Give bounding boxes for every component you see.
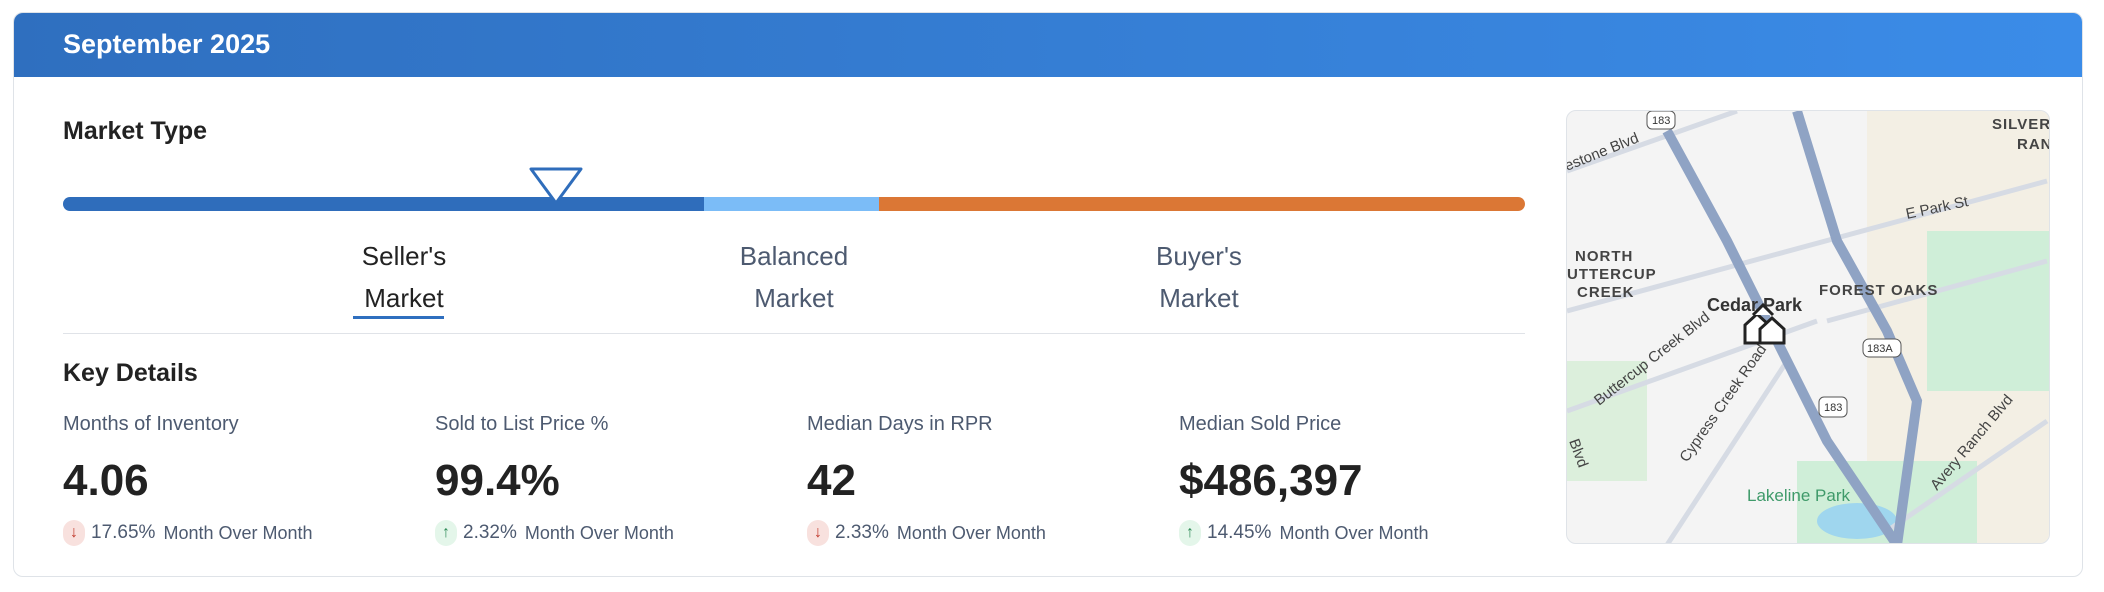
map-label: Cedar Park (1707, 295, 1803, 315)
metric-period: Month Over Month (524, 522, 674, 543)
metric-label: Median Sold Price (1179, 413, 1342, 435)
buyer-market-label[interactable]: Buyer's Market (1134, 235, 1264, 319)
metric-label: Sold to List Price % (435, 413, 609, 435)
map-label: Cypress Creek Road (1676, 342, 1770, 466)
segment-bar-sellers (63, 197, 704, 211)
key-details-title: Key Details (63, 359, 198, 387)
segment-bar-balanced (704, 197, 879, 211)
seg-line1: Buyer's (1156, 241, 1242, 271)
arrow-down-icon: ↓ (807, 520, 829, 546)
metric-change: 17.65% (91, 522, 156, 543)
market-card: September 2025 Market Type Seller's Mark… (13, 12, 2083, 577)
seg-line1: Balanced (739, 241, 849, 271)
metric-period: Month Over Month (896, 522, 1046, 543)
map-label: Buttercup Creek Blvd (1591, 308, 1713, 409)
segment-bar-buyers (879, 197, 1525, 211)
metric-median-sold-price: Median Sold Price $486,397 ↑ 14.45% Month … (1179, 413, 1429, 546)
metric-label: Median Days in RPR (807, 413, 993, 435)
map-label: RANCH (2017, 136, 2050, 153)
divider (63, 333, 1525, 334)
metric-change: 2.32% (463, 522, 517, 543)
seg-line2: Market (1159, 283, 1239, 313)
metric-period: Month Over Month (1279, 522, 1429, 543)
metric-months-of-inventory: Months of Inventory 4.06 ↓ 17.65% Month Ov… (63, 413, 313, 546)
metric-period: Month Over Month (163, 522, 313, 543)
metric-value: 4.06 (63, 456, 149, 505)
card-header: September 2025 (14, 13, 2082, 77)
map-label: CREEK (1577, 284, 1635, 301)
map-label: estone Blvd (1567, 130, 1641, 175)
map-label: NORTH (1575, 248, 1633, 265)
market-type-title: Market Type (63, 117, 208, 145)
header-title: September 2025 (63, 29, 271, 59)
metric-value: 42 (807, 456, 856, 505)
map-label: UTTERCUP (1567, 266, 1657, 283)
metric-value: 99.4% (435, 456, 560, 505)
map-park (1567, 361, 1647, 481)
arrow-up-icon: ↑ (435, 520, 457, 546)
metric-sold-to-list: Sold to List Price % 99.4% ↑ 2.32% Month O… (435, 413, 674, 546)
seg-line2: Market (754, 283, 834, 313)
active-underline (353, 316, 444, 319)
balanced-market-label[interactable]: Balanced Market (724, 235, 864, 319)
seller-market-label[interactable]: Seller's Market (344, 235, 464, 319)
highway-shield: 183 (1824, 402, 1842, 414)
market-indicator-icon (529, 167, 583, 205)
highway-shield: 183 (1652, 115, 1670, 127)
area-map[interactable]: SILVERA RANCH estone Blvd E Park St NORT… (1566, 110, 2050, 544)
map-label: SILVERA (1992, 116, 2050, 133)
metric-median-days: Median Days in RPR 42 ↓ 2.33% Month Over M… (807, 413, 1046, 546)
metric-change: 14.45% (1207, 522, 1272, 543)
home-pin-icon[interactable] (1743, 302, 1786, 345)
metric-value: $486,397 (1179, 456, 1363, 505)
arrow-up-icon: ↑ (1179, 520, 1201, 546)
seg-line2: Market (364, 283, 444, 313)
arrow-down-icon: ↓ (63, 520, 85, 546)
metric-label: Months of Inventory (63, 413, 239, 435)
seg-line1: Seller's (361, 241, 447, 271)
highway-shield: 183A (1867, 343, 1893, 355)
map-label: Lakeline Park (1747, 486, 1851, 505)
metric-change: 2.33% (835, 522, 889, 543)
map-park (1927, 231, 2049, 391)
map-label: FOREST OAKS (1819, 282, 1938, 299)
